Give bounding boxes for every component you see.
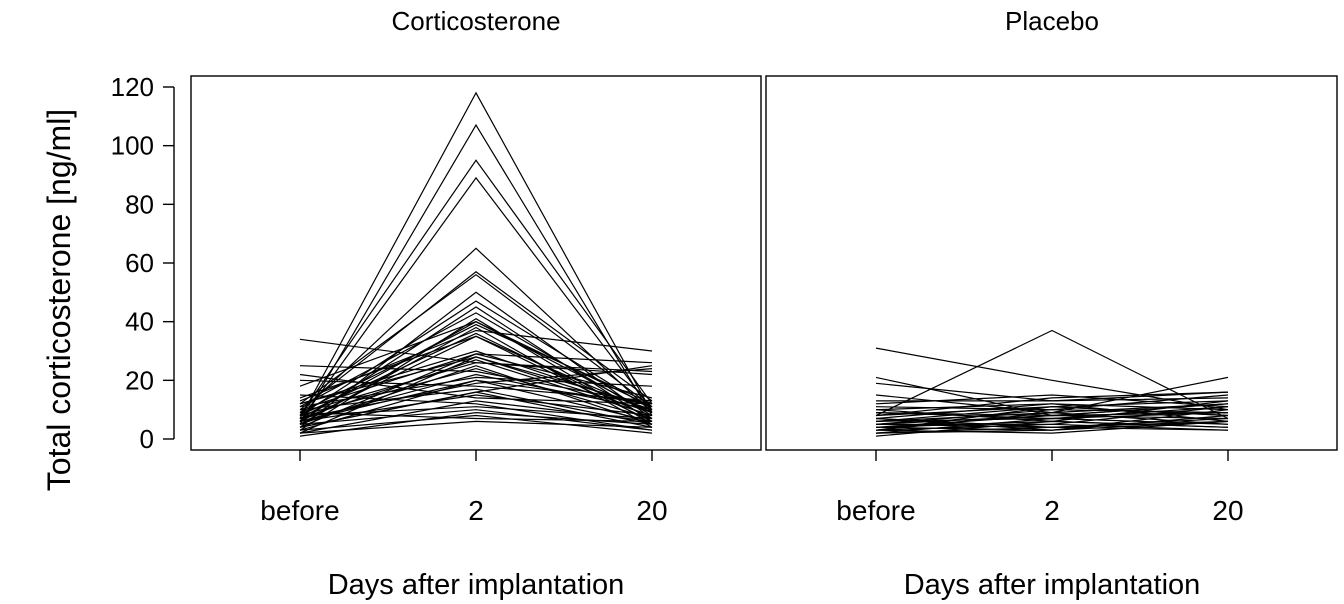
- panel-title-placebo: Placebo: [1005, 6, 1099, 36]
- y-tick-label: 20: [125, 365, 154, 395]
- y-tick-label: 120: [111, 72, 154, 102]
- panel-corticosterone: Corticosterone Days after implantation b…: [190, 6, 762, 601]
- subject-line: [299, 412, 653, 422]
- subject-line: [875, 329, 1229, 420]
- subject-line: [875, 406, 1229, 420]
- subject-line: [299, 312, 653, 417]
- subject-line: [299, 365, 653, 425]
- series-group: [299, 91, 653, 437]
- x-tick-label: before: [836, 495, 915, 526]
- subject-line: [299, 409, 653, 431]
- subject-line: [299, 335, 653, 414]
- y-tick-label: 40: [125, 307, 154, 337]
- subject-line: [299, 376, 653, 408]
- subject-line: [299, 394, 653, 431]
- subject-line: [299, 321, 653, 408]
- subject-line: [299, 350, 653, 411]
- subject-line: [299, 373, 653, 422]
- x-axis-label-placebo: Days after implantation: [904, 569, 1201, 601]
- subject-line: [875, 420, 1229, 437]
- subject-line: [299, 323, 653, 414]
- y-tick-label: 60: [125, 248, 154, 278]
- subject-line: [299, 365, 653, 428]
- subject-line: [875, 411, 1229, 431]
- subject-line: [299, 368, 653, 420]
- subject-line: [299, 365, 653, 405]
- subject-line: [299, 420, 653, 434]
- subject-line: [875, 409, 1229, 425]
- panel-title-corticosterone: Corticosterone: [391, 6, 560, 36]
- y-axis-label: Total corticosterone [ng/ml]: [41, 109, 77, 491]
- subject-line: [299, 379, 653, 422]
- x-tick-label: 2: [468, 495, 484, 526]
- subject-line: [299, 388, 653, 425]
- panel-frame-corticosterone: [190, 75, 762, 451]
- panel-frame-placebo: [765, 75, 1338, 451]
- subject-line: [875, 403, 1229, 422]
- subject-line: [299, 273, 653, 408]
- x-axis-label-corticosterone: Days after implantation: [328, 569, 625, 601]
- subject-line: [299, 176, 653, 422]
- subject-line: [875, 391, 1229, 417]
- series-group: [875, 329, 1229, 437]
- subject-line: [299, 123, 653, 425]
- x-tick-label: 20: [636, 495, 667, 526]
- subject-line: [299, 359, 653, 420]
- y-axis: 0 20 40 60 80 100 120: [111, 72, 175, 454]
- subject-line: [875, 409, 1229, 434]
- y-tick-label: 0: [140, 424, 154, 454]
- panel-placebo: Placebo Days after implantation before 2 2…: [765, 6, 1338, 601]
- subject-line: [299, 338, 653, 376]
- subject-line: [299, 373, 653, 405]
- subject-line: [299, 414, 653, 434]
- subject-line: [299, 271, 653, 411]
- subject-line: [299, 91, 653, 419]
- y-tick-label: 80: [125, 189, 154, 219]
- subject-line: [299, 159, 653, 416]
- y-tick-label: 100: [111, 131, 154, 161]
- subject-line: [299, 406, 653, 420]
- subject-line: [875, 406, 1229, 431]
- x-tick-label: before: [260, 495, 339, 526]
- x-tick-label: 20: [1212, 495, 1243, 526]
- x-tick-label: 2: [1044, 495, 1060, 526]
- subject-line: [875, 403, 1229, 425]
